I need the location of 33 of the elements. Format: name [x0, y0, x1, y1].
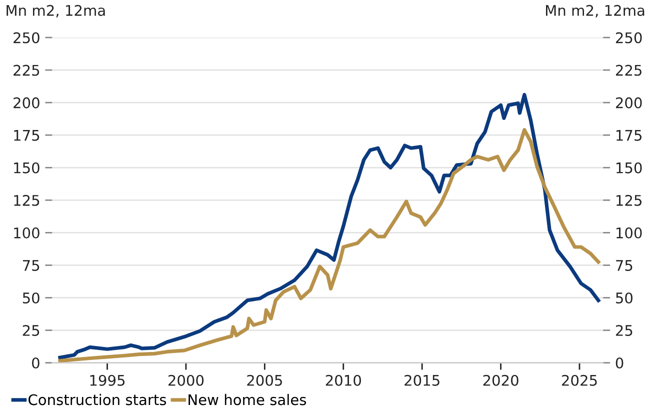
y-tick-label: 25	[22, 324, 40, 336]
y-axis-title: Mn m2, 12ma	[6, 4, 105, 18]
y2-tick-label: 150	[616, 162, 642, 174]
y2-tick-label: 100	[616, 227, 642, 238]
y-tick-label: 150	[14, 162, 40, 174]
y-tick-label: 75	[22, 260, 40, 271]
y-tick-label: 225	[14, 64, 40, 76]
y-tick-label: 100	[14, 227, 40, 238]
y2-tick-label: 50	[616, 292, 632, 304]
y-tick-label: 250	[14, 32, 40, 44]
y-tick-label: 125	[14, 194, 40, 206]
y2-tick-label: 125	[616, 194, 642, 206]
x-tick-label: 2015	[404, 374, 440, 386]
legend-label: Construction starts	[28, 394, 166, 406]
legend-label: New home sales	[188, 394, 306, 406]
y-tick-label: 50	[22, 292, 40, 304]
x-tick-label: 2005	[247, 374, 282, 386]
x-tick-label: 2025	[562, 374, 597, 386]
y-tick-label: 175	[14, 130, 40, 141]
y2-tick-label: 225	[616, 64, 642, 76]
y2-axis-title: Mn m2, 12ma	[546, 4, 644, 18]
x-tick-label: 2020	[483, 374, 518, 386]
y-tick-label: 200	[14, 97, 40, 108]
x-tick-label: 2000	[168, 374, 204, 386]
y-tick-label: 0	[32, 358, 40, 369]
x-tick-label: 1995	[90, 374, 125, 386]
x-tick-label: 2010	[326, 374, 361, 386]
y2-tick-label: 200	[616, 97, 642, 108]
y2-tick-label: 25	[616, 324, 632, 336]
y2-tick-label: 0	[616, 358, 624, 369]
y2-tick-label: 175	[616, 130, 642, 141]
y2-tick-label: 75	[616, 260, 632, 271]
y2-tick-label: 250	[616, 32, 642, 44]
